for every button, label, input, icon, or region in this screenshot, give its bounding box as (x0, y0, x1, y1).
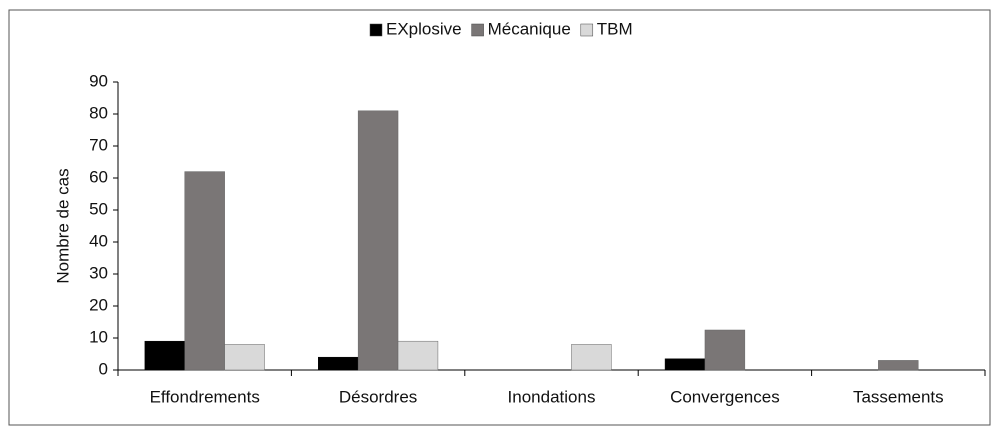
bar (397, 340, 439, 371)
legend-label: EXplosive (386, 19, 462, 38)
y-tick-label: 60 (89, 167, 108, 186)
legend-label: TBM (597, 19, 633, 38)
y-tick-label: 40 (89, 231, 108, 250)
bar (184, 171, 225, 371)
bar (878, 360, 919, 371)
bar (571, 344, 612, 371)
legend-swatch (580, 23, 594, 37)
x-tick-label: Convergences (670, 387, 780, 406)
legend-swatch (369, 23, 383, 37)
y-tick-label: 70 (89, 135, 108, 154)
bar (144, 340, 186, 371)
bar (224, 344, 265, 371)
y-tick-label: 0 (99, 359, 108, 378)
x-tick-label: Inondations (508, 387, 596, 406)
bar (357, 110, 399, 371)
y-tick-label: 20 (89, 295, 108, 314)
legend-swatch (471, 23, 484, 37)
x-tick-label: Tassements (853, 387, 944, 406)
y-tick-label: 50 (89, 199, 108, 218)
x-tick-label: Effondrements (150, 387, 260, 406)
y-tick-label: 90 (89, 71, 108, 90)
x-tick-label: Désordres (339, 387, 417, 406)
y-tick-label: 80 (89, 103, 108, 122)
y-tick-label: 30 (89, 263, 108, 282)
legend-label: Mécanique (488, 19, 571, 38)
y-tick-label: 10 (89, 327, 108, 346)
bar (704, 329, 746, 371)
bar (664, 358, 706, 371)
y-axis-label: Nombre de cas (53, 168, 72, 283)
bar (318, 356, 359, 371)
